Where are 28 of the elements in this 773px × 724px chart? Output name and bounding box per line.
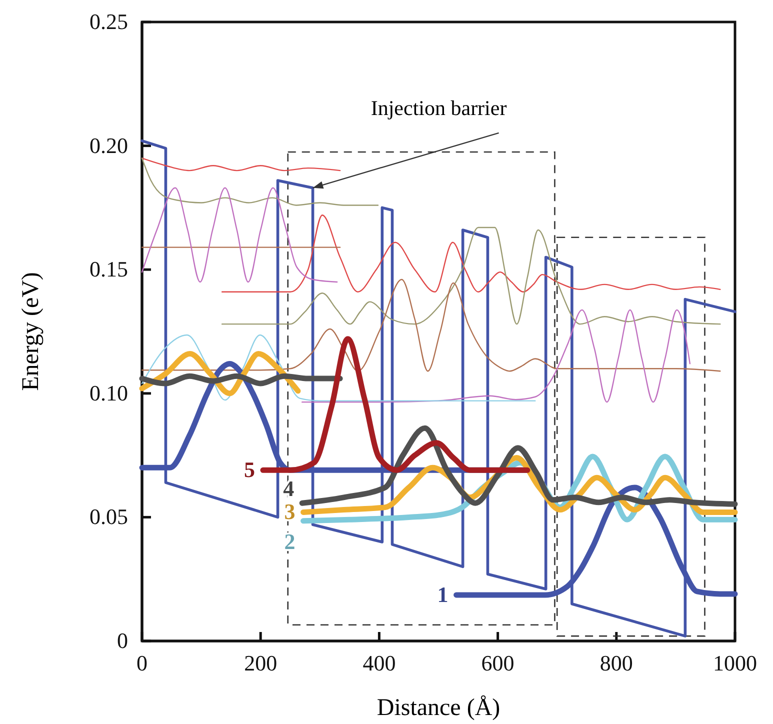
y-tick-label: 0.20 <box>90 132 128 158</box>
series-label: 2 <box>284 528 296 554</box>
series-label: 3 <box>284 499 296 524</box>
y-tick-label: 0.10 <box>90 380 128 406</box>
series-label: 5 <box>244 457 255 482</box>
series-label: 1 <box>437 582 448 607</box>
annotation: Injection barrier <box>370 96 507 120</box>
x-tick-label: 0 <box>136 650 148 676</box>
line-series <box>140 139 736 638</box>
y-tick-label: 0 <box>117 628 128 654</box>
x-tick-label: 800 <box>600 650 633 676</box>
line-series <box>141 278 721 372</box>
line-series <box>141 158 379 206</box>
x-tick-label: 600 <box>481 650 514 676</box>
x-tick-label: 1000 <box>713 650 757 676</box>
x-tick-label: 200 <box>244 650 278 676</box>
line-series <box>302 309 691 403</box>
x-axis-title: Distance (Å) <box>376 695 500 721</box>
series-label: 4 <box>283 476 294 502</box>
line-series <box>141 158 341 172</box>
line-series <box>141 187 338 283</box>
line-series <box>221 226 721 325</box>
y-tick-label: 0.15 <box>90 256 128 282</box>
x-tick-label: 400 <box>362 650 396 676</box>
y-tick-label: 0.05 <box>90 504 128 530</box>
y-tick-label: 0.25 <box>90 9 128 34</box>
line-series <box>221 214 721 292</box>
y-axis-title: Energy (eV) <box>18 272 44 391</box>
